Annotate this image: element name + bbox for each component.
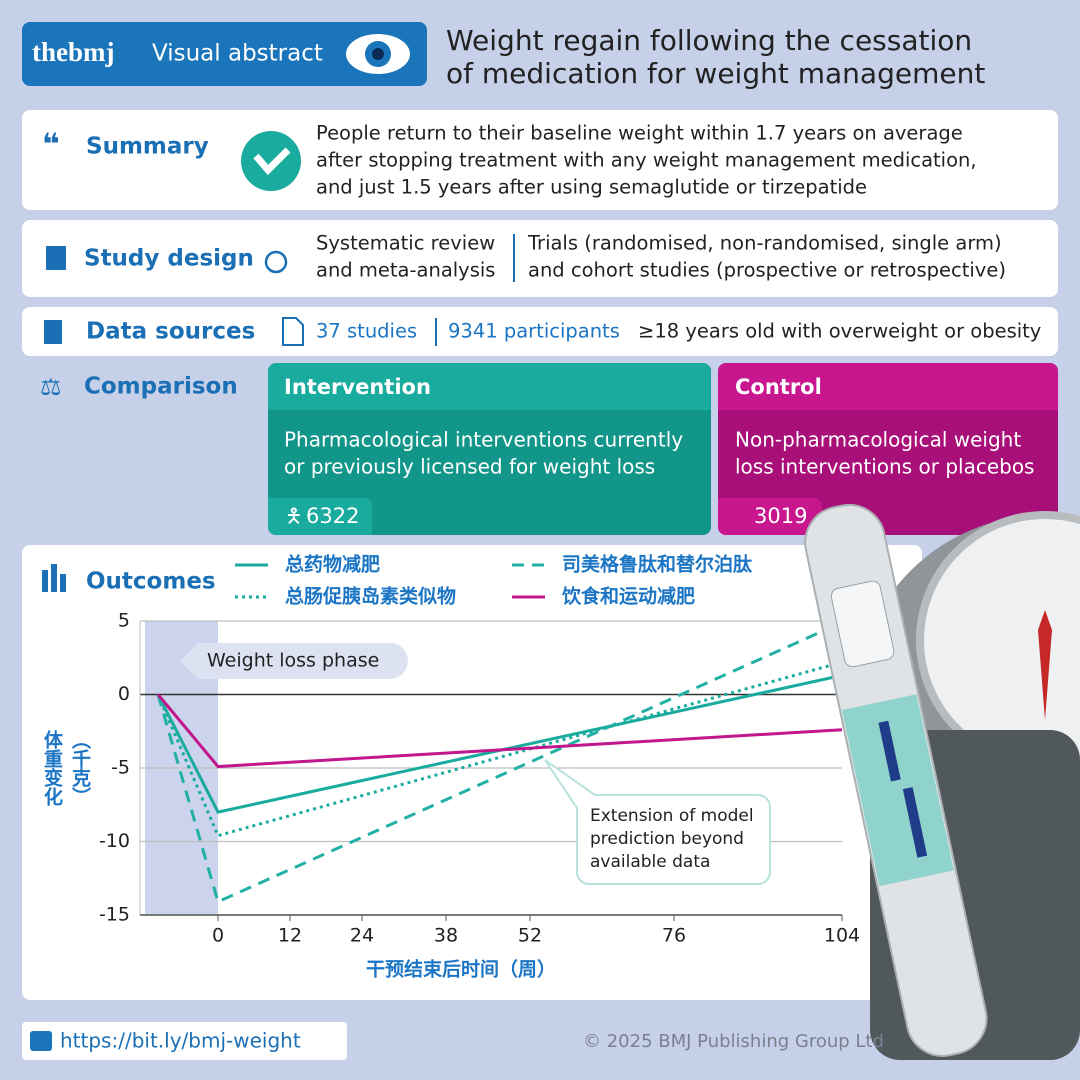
legend-label: 饮食和运动减肥: [561, 585, 695, 608]
control-text: loss interventions or placebos: [735, 455, 1034, 479]
x-axis-label: 干预结束后时间（周）: [366, 958, 556, 981]
y-tick-label: -10: [99, 830, 130, 852]
x-tick-label: 52: [518, 925, 542, 947]
intervention-header: [268, 363, 711, 410]
outcomes-heading: Outcomes: [86, 569, 216, 595]
bars-icon: [42, 570, 48, 592]
header-label: Visual abstract: [152, 41, 323, 67]
comparison-heading: Comparison: [84, 374, 238, 400]
control-text: Non-pharmacological weight: [735, 428, 1021, 452]
summary-icon-check: [253, 147, 291, 176]
x-tick-label: 104: [824, 925, 860, 947]
legend-label: 司美格鲁肽和替尔泊肽: [562, 553, 753, 576]
pen-label: [842, 694, 954, 887]
person-icon: 🯅: [285, 504, 303, 528]
legend-label: 总肠促胰岛素类似物: [285, 585, 456, 608]
chart: 5 0 -5 -10 -15 0 12 24 38 52 76 104 干预结束后时间（周） 体重变化 （千…: [41, 553, 860, 981]
design-text: Systematic review: [316, 232, 495, 255]
pen-and-scale-illustration: [804, 503, 1080, 1060]
title-line: of medication for weight management: [446, 57, 985, 90]
x-tick-label: 12: [278, 925, 302, 947]
y-tick-label: 0: [118, 683, 130, 705]
x-tick-label: 38: [434, 925, 458, 947]
series-line: [156, 660, 843, 838]
intervention-n-badge: [268, 498, 372, 535]
legend-label: 总药物减肥: [285, 553, 380, 576]
copyright: © 2025 BMJ Publishing Group Ltd: [583, 1031, 884, 1052]
study-design-heading: Study design: [84, 246, 254, 272]
x-tick-label: 24: [350, 925, 374, 947]
control-header: [718, 363, 1058, 410]
doc-icon: [282, 317, 304, 346]
x-tick-label: 0: [212, 925, 224, 947]
scale-needle: [1038, 610, 1052, 720]
extension-note-box: [544, 759, 771, 885]
header-box: [22, 22, 427, 86]
search-icon: [264, 250, 288, 274]
summary-icon: [241, 131, 301, 191]
bmj-logo: [30, 1031, 52, 1051]
summary-heading: Summary: [86, 134, 209, 160]
bars-icon: [60, 574, 66, 592]
eye-pupil: [372, 48, 384, 60]
bars-icon: [51, 564, 57, 592]
x-tick-label: 76: [662, 925, 686, 947]
extension-note: prediction beyond: [590, 829, 744, 849]
brand: thebmj: [32, 37, 115, 67]
pen-window: [830, 580, 895, 668]
y-tick-label: 5: [118, 610, 130, 632]
series-line: [156, 673, 843, 814]
intervention-label: Intervention: [284, 375, 431, 399]
trials-text: Trials (randomised, non-randomised, sing…: [527, 232, 1002, 255]
trials-text: and cohort studies (prospective or retro…: [528, 259, 1006, 282]
url[interactable]: https://bit.ly/bmj-weight: [60, 1029, 301, 1053]
study-design-box: [22, 220, 1058, 297]
control-label: Control: [735, 375, 822, 399]
data-sources-box: [22, 307, 1058, 356]
data-sources-heading: Data sources: [86, 319, 255, 345]
control-n: 3019: [754, 504, 807, 528]
title-line: Weight regain following the cessation: [446, 24, 972, 57]
y-axis-label: 体重变化: [41, 729, 63, 807]
design-icon: [46, 246, 66, 270]
pen-label-mark: [902, 787, 928, 858]
pen-label-mark: [878, 720, 901, 782]
y-tick-label: -15: [99, 904, 130, 926]
series-line: [156, 693, 843, 769]
studies: 37 studies: [316, 320, 417, 343]
series-line: [156, 621, 843, 904]
scale-icon: ⚖: [40, 373, 62, 401]
control-n-badge: [718, 498, 822, 535]
intervention-text: Pharmacological interventions currently: [284, 428, 683, 452]
summary-text: and just 1.5 years after using semagluti…: [316, 176, 867, 199]
intervention-text: or previously licensed for weight loss: [284, 455, 655, 479]
quote-icon: ❝: [42, 128, 60, 163]
summary-text: after stopping treatment with any weight…: [316, 149, 977, 172]
intervention-n: 6322: [306, 504, 359, 528]
extension-note: available data: [590, 852, 710, 872]
population: ≥18 years old with overweight or obesity: [638, 320, 1041, 343]
phase-label: Weight loss phase: [207, 650, 379, 672]
phase-label-box: [180, 643, 408, 679]
url-box: [22, 1022, 347, 1060]
design-text: and meta-analysis: [316, 259, 495, 282]
participants: 9341 participants: [448, 320, 620, 343]
summary-text: People return to their baseline weight w…: [316, 122, 963, 145]
y-axis-label: （千克）: [69, 730, 91, 806]
y-tick-label: -5: [111, 757, 130, 779]
sources-icon: [44, 320, 62, 344]
extension-note: Extension of model: [590, 806, 754, 826]
